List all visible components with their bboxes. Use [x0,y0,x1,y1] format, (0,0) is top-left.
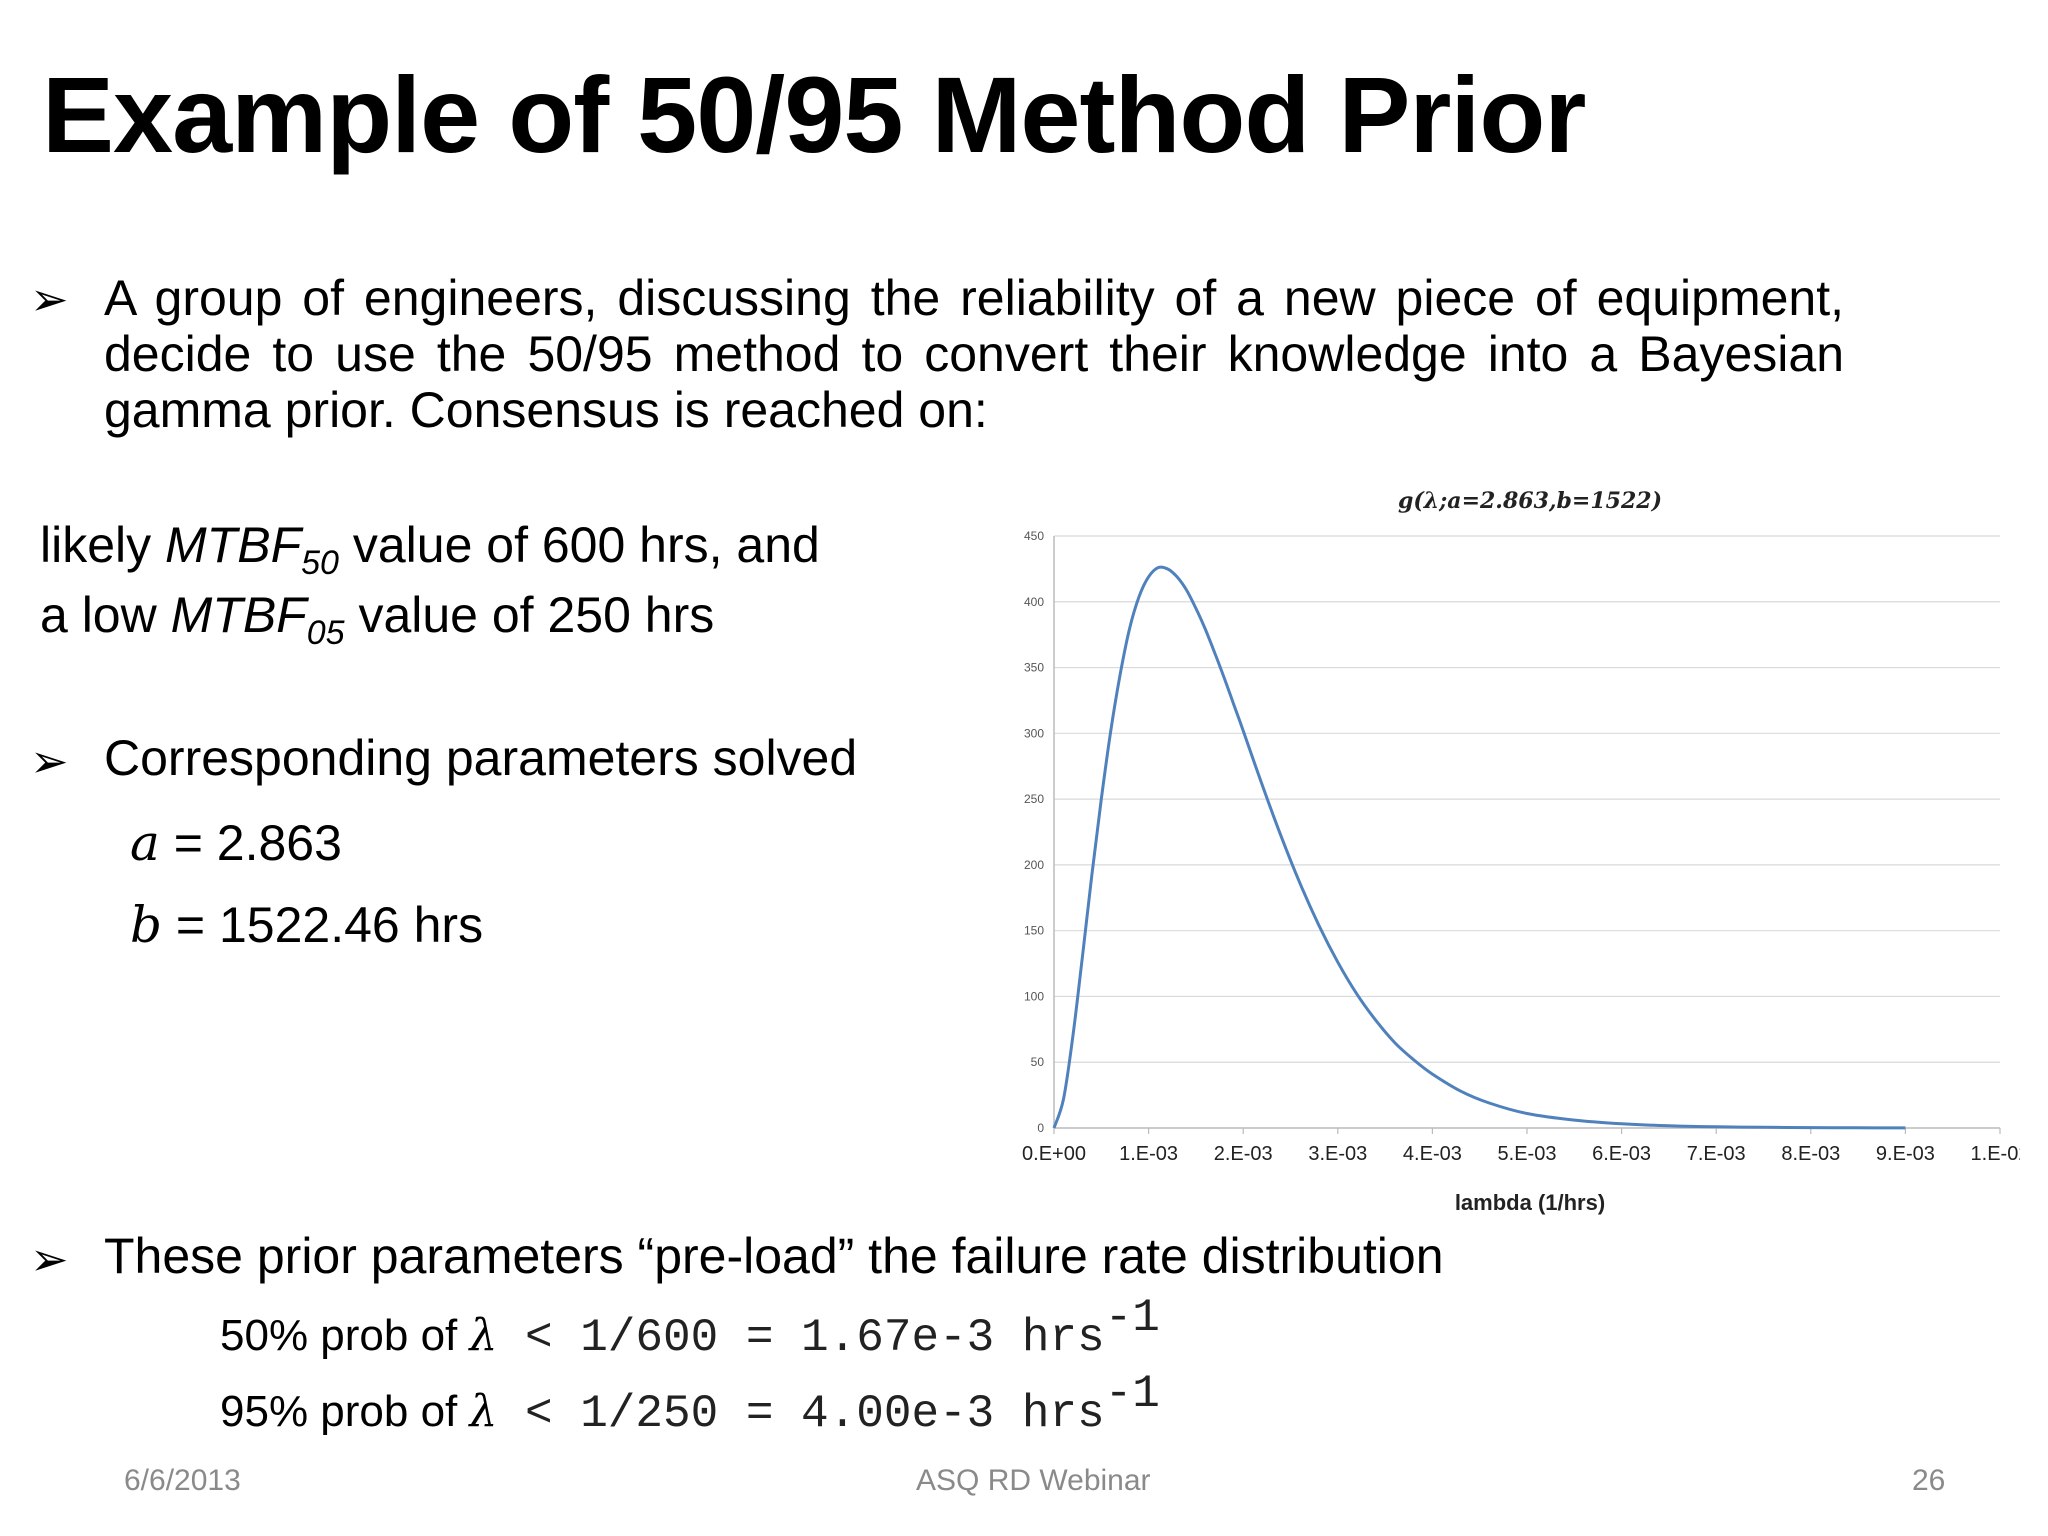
params-heading: Corresponding parameters solved [104,730,858,786]
mtbf05-line: a low MTBF05 value of 250 hrs [40,587,715,652]
series-line [1052,565,1906,1130]
y-tick-label: 300 [1024,726,1044,740]
y-tick-label: 200 [1024,858,1044,872]
x-tick-label: 5.E-03 [1498,1143,1557,1165]
footer-page-number: 26 [1912,1464,1946,1497]
chart-gridlines [1054,535,2000,1063]
chart-title: g(λ;a=2.863,b=1522) [1398,488,1662,514]
x-tick-label: 8.E-03 [1781,1143,1840,1165]
x-tick-label: 1.E-03 [1119,1143,1178,1165]
prob-50-line: 50% prob of λ < 1/600 = 1.67e-3 hrs-1 [220,1292,1160,1364]
gamma-prior-chart: g(λ;a=2.863,b=1522) 0 50 100 150 200 250 300 35… [1022,488,2020,1215]
y-axis-ticks: 0 50 100 150 200 250 300 350 400 450 [1024,529,1044,1135]
param-a: a = 2.863 [130,814,342,872]
x-tick-label: 2.E-03 [1214,1143,1273,1165]
x-tick-label: 7.E-03 [1687,1143,1746,1165]
y-tick-label: 350 [1024,661,1044,675]
y-tick-label: 450 [1024,529,1044,543]
prob-95-line: 95% prob of λ < 1/250 = 4.00e-3 hrs-1 [220,1368,1160,1440]
slide-title: Example of 50/95 Method Prior [42,54,1586,175]
x-axis-label: lambda (1/hrs) [1455,1190,1605,1215]
y-tick-label: 100 [1024,989,1044,1003]
y-tick-label: 50 [1031,1055,1045,1069]
x-tick-label: 4.E-03 [1403,1143,1462,1165]
param-b: b = 1522.46 hrs [130,896,484,954]
y-tick-label: 150 [1024,924,1044,938]
intro-paragraph: A group of engineers, discussing the rel… [104,270,1844,438]
preload-text: These prior parameters “pre-load” the fa… [104,1228,1444,1284]
x-tick-label: 3.E-03 [1308,1143,1367,1165]
bullet-arrow-icon: ➢ [30,1232,69,1286]
footer-date: 6/6/2013 [124,1464,241,1497]
x-axis-ticks: 0.E+00 1.E-03 2.E-03 3.E-03 4.E-03 5.E-03 6.E-… [1022,1128,2020,1165]
x-tick-label: 9.E-03 [1876,1143,1935,1165]
mtbf50-line: likely MTBF50 value of 600 hrs, and [40,517,820,582]
y-tick-label: 250 [1024,792,1044,806]
x-tick-label: 6.E-03 [1592,1143,1651,1165]
bullet-arrow-icon: ➢ [30,734,69,788]
bullet-arrow-icon: ➢ [30,272,69,326]
y-tick-label: 400 [1024,595,1044,609]
y-tick-label: 0 [1037,1121,1044,1135]
x-tick-label: 0.E+00 [1022,1143,1086,1165]
x-tick-label: 1.E-02 [1971,1143,2020,1165]
footer-center: ASQ RD Webinar [916,1464,1151,1497]
